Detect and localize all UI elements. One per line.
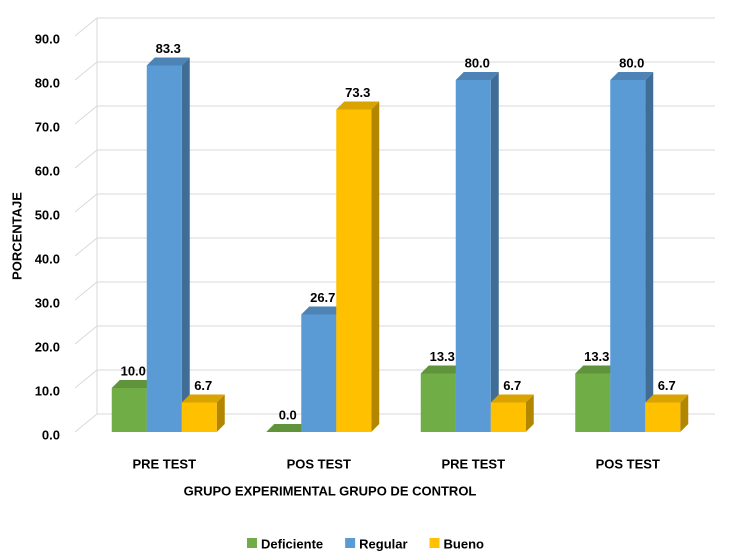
bar-top	[575, 365, 619, 374]
value-label: 13.3	[584, 349, 609, 364]
bar	[610, 80, 646, 432]
bar-side	[645, 72, 654, 432]
bar-side	[181, 57, 190, 432]
value-label: 80.0	[619, 55, 644, 70]
legend-swatch	[345, 538, 356, 548]
bar	[455, 80, 491, 432]
bar	[111, 388, 147, 432]
y-tick-label: 60.0	[35, 163, 60, 178]
bar-top	[181, 394, 225, 403]
legend-swatch	[429, 538, 440, 548]
bar	[645, 402, 681, 432]
bar	[575, 373, 611, 432]
y-tick-label: 80.0	[35, 75, 60, 90]
legend-label: Regular	[359, 536, 407, 551]
y-tick-label: 20.0	[35, 339, 60, 354]
x-axis-label: GRUPO EXPERIMENTAL GRUPO DE CONTROL	[184, 483, 477, 498]
value-label: 83.3	[156, 41, 181, 56]
value-label: 0.0	[279, 407, 297, 422]
y-tick-label: 10.0	[35, 383, 60, 398]
y-tick-label: 90.0	[35, 31, 60, 46]
x-tick-label: PRE TEST	[441, 456, 505, 471]
value-label: 6.7	[503, 378, 521, 393]
value-label: 10.0	[121, 363, 146, 378]
x-tick-label: POS TEST	[596, 456, 660, 471]
bar	[490, 402, 526, 432]
value-label: 6.7	[194, 378, 212, 393]
bar-top	[455, 72, 499, 80]
bar-top	[645, 394, 689, 403]
y-tick-label: 0.0	[42, 427, 60, 442]
bar-side	[371, 101, 380, 432]
bar-top	[610, 72, 654, 80]
bar-top	[266, 424, 310, 432]
bar-top	[111, 380, 155, 388]
bar	[301, 314, 337, 432]
legend-label: Bueno	[444, 536, 485, 551]
legend-swatch	[247, 538, 257, 548]
bar-top	[301, 306, 345, 315]
y-tick-label: 70.0	[35, 119, 60, 134]
bar	[420, 373, 456, 432]
bar	[146, 65, 182, 432]
x-tick-label: PRE TEST	[132, 456, 196, 471]
bar-top	[336, 101, 380, 110]
bar-side	[490, 72, 499, 432]
bar	[336, 109, 372, 432]
value-label: 80.0	[465, 55, 490, 70]
value-label: 26.7	[310, 290, 335, 305]
value-label: 6.7	[658, 378, 676, 393]
x-tick-label: POS TEST	[287, 456, 351, 471]
bar-side	[680, 394, 689, 432]
grid-line	[74, 17, 715, 37]
y-tick-label: 30.0	[35, 295, 60, 310]
y-tick-label: 40.0	[35, 251, 60, 266]
legend-label: Deficiente	[261, 536, 323, 551]
bar-top	[420, 365, 464, 374]
bar	[181, 402, 217, 432]
bar-top	[490, 394, 534, 403]
bar-side	[216, 394, 225, 432]
bar-side	[525, 394, 534, 432]
y-tick-label: 50.0	[35, 207, 60, 222]
bar-top	[146, 57, 190, 66]
y-axis-label: PORCENTAJE	[9, 192, 24, 280]
value-label: 13.3	[430, 349, 455, 364]
value-label: 73.3	[345, 85, 370, 100]
